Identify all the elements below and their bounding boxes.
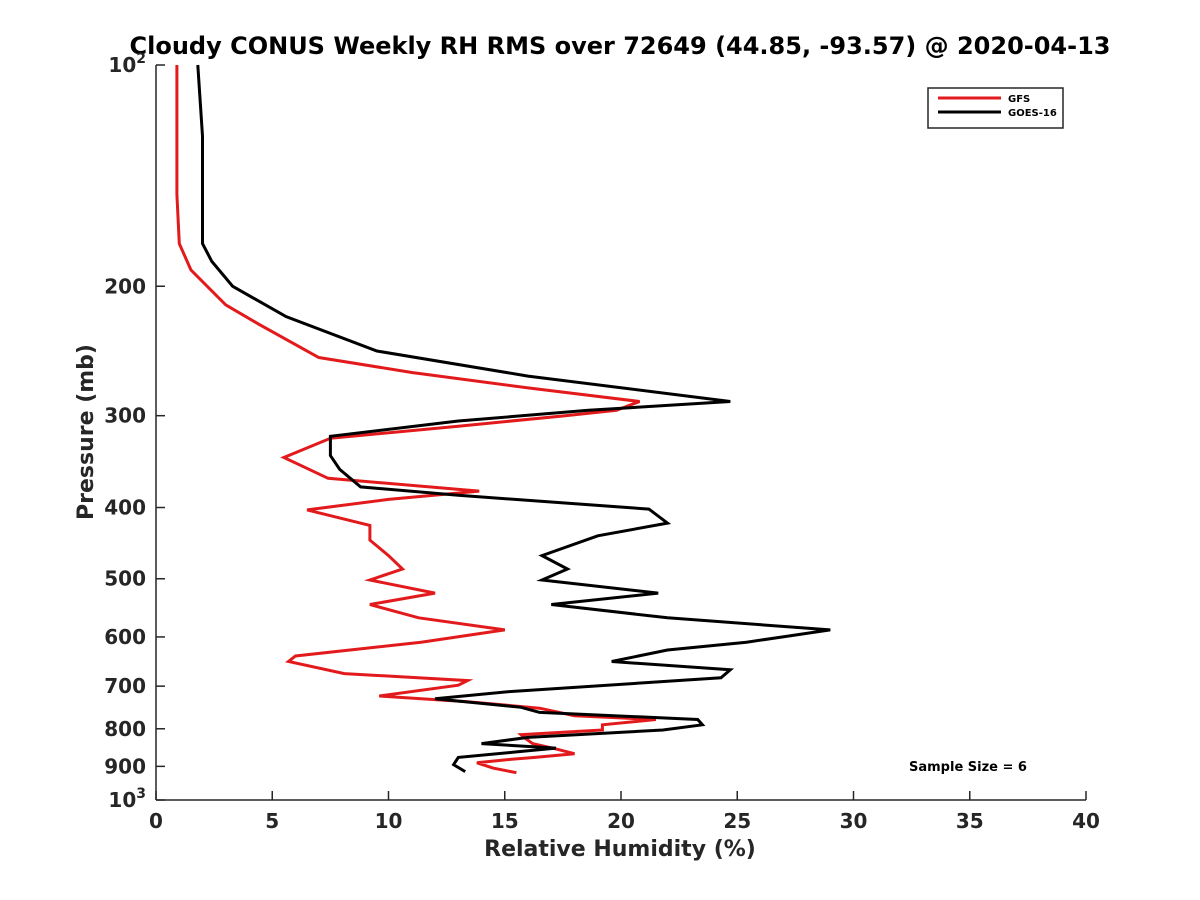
x-axis-label: Relative Humidity (%): [484, 837, 756, 862]
y-tick-label: 103: [108, 786, 146, 812]
x-tick-label: 0: [149, 809, 163, 833]
series-line-goes-16: [196, 64, 831, 773]
y-tick-label: 500: [104, 567, 146, 591]
x-tick-label: 35: [956, 809, 984, 833]
x-tick-label: 10: [375, 809, 403, 833]
series-line-gfs: [175, 65, 657, 775]
x-tick-label: 20: [607, 809, 635, 833]
legend: GFS GOES-16: [927, 87, 1064, 129]
ticks-layer: 0 5 10 15 20 25 30 35 40 102 200 300 400 500 600 700 800…: [104, 51, 1100, 833]
series-layer: [175, 64, 831, 775]
legend-box: [927, 87, 1064, 129]
y-tick-label: 700: [104, 674, 146, 698]
y-tick-label: 300: [104, 404, 146, 428]
y-tick-label: 200: [104, 274, 146, 298]
y-tick-label: 800: [104, 717, 146, 741]
x-tick-label: 30: [840, 809, 868, 833]
y-tick-label: 600: [104, 625, 146, 649]
x-tick-label: 15: [491, 809, 519, 833]
sample-size-annotation: Sample Size = 6: [909, 760, 1027, 775]
legend-label-goes-16: GOES-16: [1008, 108, 1057, 119]
y-tick-label: 400: [104, 496, 146, 520]
y-axis-label: Pressure (mb): [74, 344, 99, 520]
x-tick-label: 5: [265, 809, 279, 833]
x-tick-label: 40: [1072, 809, 1100, 833]
chart-title: Cloudy CONUS Weekly RH RMS over 72649 (4…: [130, 32, 1111, 60]
y-tick-label: 900: [104, 754, 146, 778]
x-tick-label: 25: [723, 809, 751, 833]
legend-label-gfs: GFS: [1008, 94, 1030, 105]
plot-area: [156, 65, 1086, 800]
y-tick-label: 102: [108, 51, 146, 77]
